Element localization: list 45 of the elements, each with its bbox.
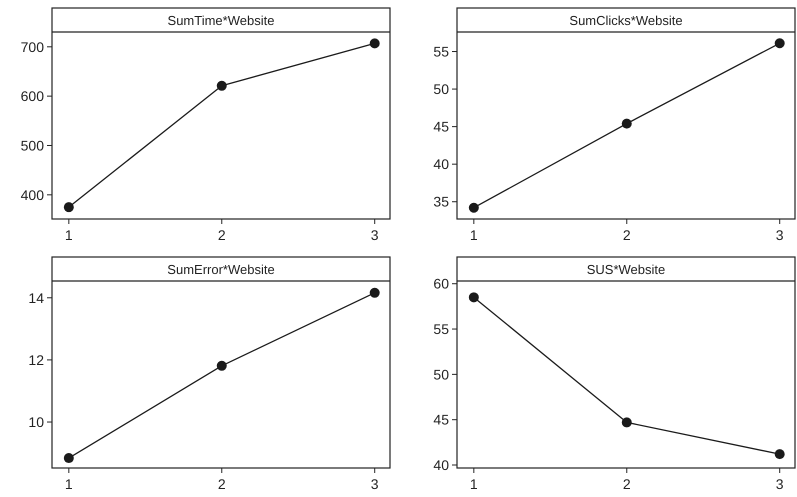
- point: [468, 292, 479, 302]
- y-tick-label: 60: [433, 276, 450, 292]
- y-tick-label: 40: [433, 156, 450, 172]
- y-tick-label: 400: [20, 186, 44, 203]
- y-tick-label: 50: [433, 81, 450, 98]
- point: [468, 202, 479, 213]
- point: [370, 288, 380, 298]
- x-tick-label: 3: [370, 476, 379, 492]
- chart-title: SUS*Website: [586, 262, 666, 277]
- point: [622, 118, 632, 129]
- point: [216, 80, 227, 91]
- chart-title: SumTime*Website: [168, 13, 274, 28]
- point: [774, 449, 785, 460]
- y-tick-label: 55: [433, 44, 450, 60]
- y-tick-label: 14: [28, 290, 44, 306]
- x-tick-label: 2: [218, 227, 226, 243]
- x-tick-label: 2: [218, 476, 226, 492]
- y-tick-label: 45: [433, 412, 450, 428]
- x-tick-label: 1: [470, 227, 478, 243]
- y-tick-label: 50: [433, 366, 450, 382]
- point: [216, 360, 227, 371]
- chart-title: SumError*Website: [167, 262, 275, 277]
- point: [370, 38, 380, 48]
- y-tick-label: 700: [20, 38, 44, 55]
- y-tick-label: 55: [433, 321, 450, 338]
- x-tick-label: 2: [622, 476, 631, 492]
- y-tick-label: 45: [433, 118, 450, 135]
- x-tick-label: 2: [622, 227, 631, 243]
- x-tick-label: 3: [776, 476, 784, 492]
- point: [64, 453, 74, 464]
- x-tick-label: 1: [64, 476, 73, 492]
- x-tick-label: 3: [370, 227, 379, 243]
- x-tick-label: 3: [776, 227, 784, 243]
- y-tick-label: 12: [28, 352, 44, 368]
- x-tick-label: 1: [470, 476, 478, 492]
- y-tick-label: 500: [20, 137, 44, 154]
- y-tick-label: 35: [433, 194, 450, 210]
- y-tick-label: 10: [28, 414, 44, 430]
- chart-title: SumClicks*Website: [569, 13, 683, 28]
- y-tick-label: 600: [20, 88, 44, 104]
- point: [622, 417, 632, 428]
- point: [64, 202, 74, 212]
- y-tick-label: 40: [433, 457, 450, 474]
- point: [774, 38, 785, 48]
- x-tick-label: 1: [64, 227, 73, 243]
